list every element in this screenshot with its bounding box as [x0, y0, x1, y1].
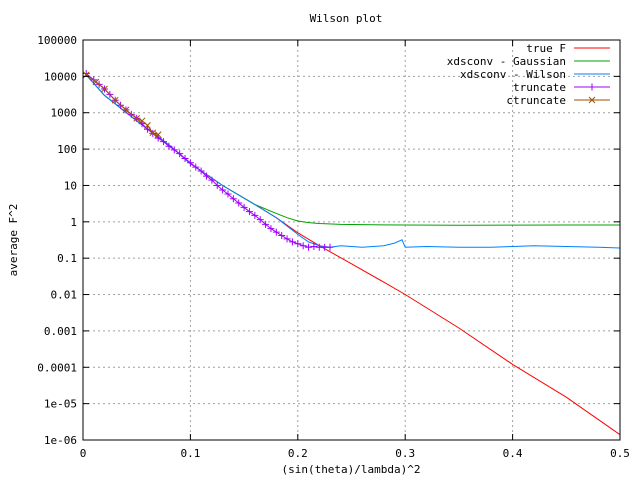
series-line-4 — [85, 74, 159, 136]
data-point — [305, 243, 313, 251]
data-point — [272, 228, 280, 236]
legend-marker — [588, 96, 596, 104]
series-line-0 — [85, 74, 621, 436]
y-tick-label: 100 — [57, 143, 77, 156]
data-point — [92, 78, 100, 86]
data-point — [208, 176, 216, 184]
data-point — [122, 106, 130, 114]
data-point — [262, 220, 270, 228]
data-point — [133, 115, 141, 122]
y-tick-label: 1e-05 — [44, 398, 77, 411]
data-point — [181, 155, 189, 163]
y-tick-label: 0.1 — [57, 252, 77, 265]
x-tick-label: 0.5 — [610, 447, 630, 460]
y-tick-label: 1000 — [51, 107, 78, 120]
data-point — [154, 134, 162, 142]
y-tick-label: 0.0001 — [37, 361, 77, 374]
y-tick-label: 10 — [64, 179, 77, 192]
series-layer — [82, 69, 621, 436]
data-point — [101, 85, 108, 93]
data-point — [256, 216, 264, 224]
data-point — [186, 159, 194, 167]
y-tick-label: 100000 — [37, 34, 77, 47]
data-point — [170, 146, 178, 154]
legend-label: ctruncate — [506, 94, 566, 107]
legend-label: xdsconv - Wilson — [460, 68, 566, 81]
legend-label: true F — [526, 42, 566, 55]
axis-ticks: 0 0.1 0.2 0.3 0.4 0.5 100000 10000 1000 100 10 1 0.1… — [37, 34, 630, 460]
data-point — [310, 242, 318, 250]
x-axis-label: (sin(theta)/lambda)^2 — [281, 463, 420, 476]
data-point — [144, 121, 151, 129]
data-point — [278, 232, 286, 240]
data-point — [154, 131, 162, 138]
data-point — [245, 208, 253, 216]
data-point — [299, 242, 307, 250]
data-point — [219, 186, 227, 194]
grid-lines — [83, 40, 620, 440]
x-tick-label: 0.4 — [503, 447, 523, 460]
data-point — [203, 172, 211, 180]
legend-label: truncate — [513, 81, 566, 94]
chart-title: Wilson plot — [310, 12, 383, 25]
data-point — [251, 211, 259, 219]
data-point — [192, 163, 200, 171]
data-point — [283, 235, 291, 243]
data-point — [149, 129, 157, 137]
plot-frame — [82, 39, 621, 441]
data-point — [235, 199, 243, 207]
data-point — [267, 225, 275, 233]
y-axis-label: average F^2 — [7, 204, 20, 277]
data-point — [176, 150, 184, 158]
x-tick-label: 0.3 — [395, 447, 415, 460]
y-tick-label: 0.01 — [51, 289, 78, 302]
legend-label: xdsconv - Gaussian — [447, 55, 566, 68]
y-tick-label: 1e-06 — [44, 434, 77, 447]
y-tick-label: 0.001 — [44, 325, 77, 338]
data-point — [294, 240, 302, 248]
data-point — [229, 195, 237, 203]
data-point — [240, 203, 248, 211]
data-point — [213, 181, 221, 189]
legend-marker — [588, 83, 596, 91]
x-tick-label: 0.1 — [180, 447, 200, 460]
data-point — [224, 190, 232, 198]
data-point — [288, 238, 296, 246]
y-tick-label: 1 — [70, 216, 77, 229]
data-point — [160, 138, 168, 146]
data-point — [197, 167, 205, 175]
data-point — [138, 117, 146, 125]
x-tick-label: 0.2 — [288, 447, 308, 460]
series-line-3 — [85, 73, 330, 248]
data-point — [111, 96, 119, 104]
data-point — [165, 142, 173, 150]
y-tick-label: 10000 — [44, 70, 77, 83]
data-point — [82, 69, 90, 77]
data-point — [326, 243, 334, 251]
x-tick-label: 0 — [80, 447, 87, 460]
